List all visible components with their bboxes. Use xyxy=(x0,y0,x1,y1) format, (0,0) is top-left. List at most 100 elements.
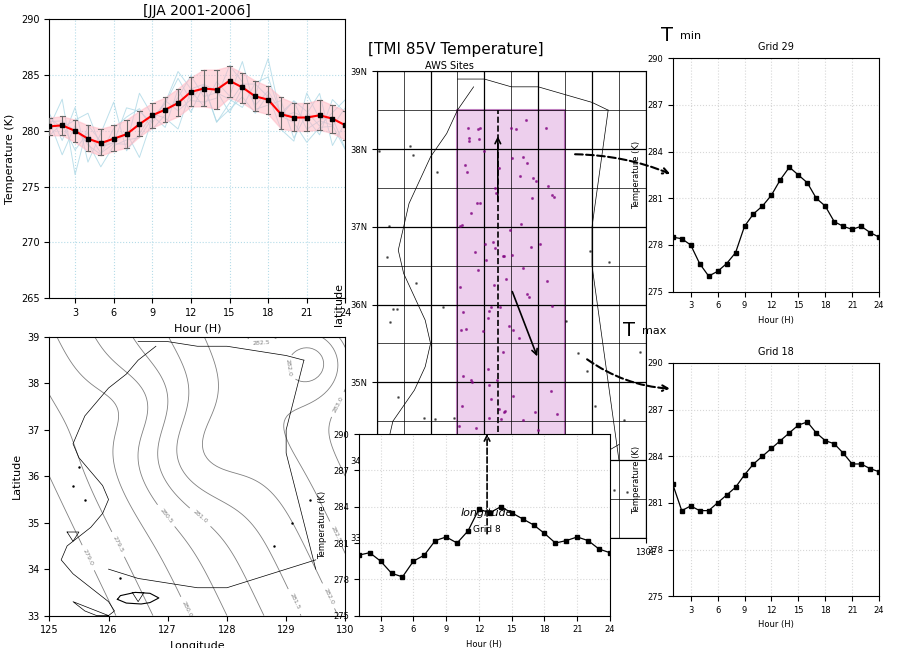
Point xyxy=(451,421,466,431)
Point xyxy=(528,406,543,417)
Point xyxy=(386,304,400,314)
Point xyxy=(496,347,510,357)
Point xyxy=(461,123,475,133)
Point xyxy=(505,325,519,335)
Point xyxy=(514,219,528,229)
Text: 280.5: 280.5 xyxy=(159,507,173,524)
Text: T: T xyxy=(623,321,635,340)
Text: 282.0: 282.0 xyxy=(322,587,335,605)
Point xyxy=(496,251,510,261)
Point xyxy=(501,321,516,331)
Point xyxy=(471,264,485,275)
Point xyxy=(602,257,616,267)
Y-axis label: Temperature (K): Temperature (K) xyxy=(632,445,641,514)
Point xyxy=(521,292,536,302)
Point xyxy=(464,207,478,218)
Y-axis label: Latitude: Latitude xyxy=(12,453,22,500)
Point xyxy=(468,423,483,434)
Bar xyxy=(457,110,565,460)
Text: max: max xyxy=(642,326,666,336)
Point xyxy=(497,251,511,261)
Point xyxy=(456,371,470,381)
Text: 279.0: 279.0 xyxy=(83,549,94,567)
Point xyxy=(417,412,431,422)
Point xyxy=(547,192,562,202)
Point xyxy=(428,414,442,424)
Point xyxy=(473,123,487,133)
Point xyxy=(516,415,530,425)
Point xyxy=(462,135,476,146)
Point xyxy=(380,251,395,262)
Text: 280.0: 280.0 xyxy=(181,600,193,618)
Point xyxy=(456,307,470,317)
Point xyxy=(475,326,490,336)
Point xyxy=(506,391,520,402)
Point xyxy=(391,392,405,402)
Point xyxy=(482,307,496,317)
Point xyxy=(570,348,585,358)
Point xyxy=(520,289,535,299)
Point xyxy=(498,406,512,416)
Point xyxy=(492,404,506,414)
Title: [JJA 2001-2006]: [JJA 2001-2006] xyxy=(144,5,251,18)
Point xyxy=(516,152,530,162)
Point xyxy=(488,188,502,198)
Point xyxy=(481,313,495,323)
Title: Grid 29: Grid 29 xyxy=(758,42,794,52)
Point xyxy=(503,431,518,441)
X-axis label: Hour (H): Hour (H) xyxy=(758,316,794,325)
Point xyxy=(497,406,511,417)
Point xyxy=(484,394,499,404)
X-axis label: Hour (H): Hour (H) xyxy=(174,323,221,333)
Point xyxy=(499,274,513,284)
Point xyxy=(493,414,508,424)
Point xyxy=(482,380,496,390)
Y-axis label: Temperature (K): Temperature (K) xyxy=(318,491,327,559)
Point xyxy=(381,220,396,231)
Point xyxy=(458,323,473,334)
Point xyxy=(516,262,530,273)
Point xyxy=(502,224,517,235)
Point xyxy=(487,281,501,291)
Point xyxy=(537,446,552,457)
Point xyxy=(518,115,533,125)
Point xyxy=(535,435,549,445)
Y-axis label: latitude: latitude xyxy=(335,283,344,326)
Text: 279.5: 279.5 xyxy=(112,535,125,553)
Point xyxy=(512,170,527,181)
Point xyxy=(478,238,492,249)
Point xyxy=(527,172,541,183)
Point xyxy=(406,150,421,160)
Point xyxy=(620,487,634,497)
Point xyxy=(482,413,496,424)
Text: longitude: longitude xyxy=(461,509,513,518)
Point xyxy=(461,133,475,143)
Text: 281.5: 281.5 xyxy=(288,592,300,610)
Point xyxy=(505,250,519,260)
Point xyxy=(539,122,553,133)
Point xyxy=(470,198,484,208)
Point xyxy=(540,275,554,286)
Point xyxy=(453,220,467,231)
Y-axis label: Temperature (K): Temperature (K) xyxy=(632,141,641,209)
Point xyxy=(559,316,573,326)
Point xyxy=(409,278,423,288)
Point xyxy=(509,124,523,134)
Point xyxy=(588,401,602,411)
Text: 282.5: 282.5 xyxy=(330,525,342,543)
Point xyxy=(520,158,535,168)
Text: 282.0: 282.0 xyxy=(284,359,292,377)
Point xyxy=(478,255,492,266)
Point xyxy=(454,220,468,231)
Point xyxy=(632,347,647,357)
Point xyxy=(458,159,473,170)
X-axis label: Longitude: Longitude xyxy=(170,641,225,648)
Point xyxy=(488,183,502,194)
Point xyxy=(484,301,499,312)
X-axis label: longitude: longitude xyxy=(485,562,537,572)
Point xyxy=(503,123,518,133)
Point xyxy=(472,134,486,145)
Point xyxy=(453,283,467,293)
Text: 281.0: 281.0 xyxy=(192,509,208,525)
Point xyxy=(447,412,461,422)
